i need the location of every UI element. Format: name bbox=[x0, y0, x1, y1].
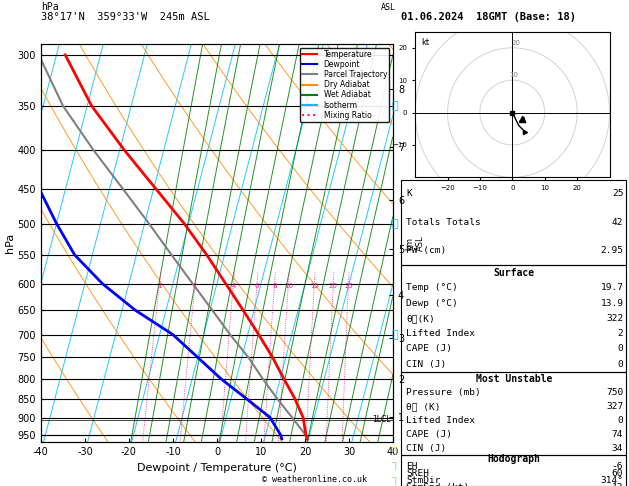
Text: θᴇ(K): θᴇ(K) bbox=[406, 314, 435, 323]
Text: θᴇ (K): θᴇ (K) bbox=[406, 402, 441, 411]
Text: Surface: Surface bbox=[493, 267, 535, 278]
Text: 10: 10 bbox=[509, 72, 518, 78]
Text: 314°: 314° bbox=[600, 476, 623, 485]
Text: 15: 15 bbox=[310, 282, 319, 289]
Text: 01.06.2024  18GMT (Base: 18): 01.06.2024 18GMT (Base: 18) bbox=[401, 12, 576, 22]
Text: 20: 20 bbox=[511, 39, 520, 46]
Text: km
ASL: km ASL bbox=[381, 0, 396, 12]
Text: PW (cm): PW (cm) bbox=[406, 246, 447, 255]
Text: -6: -6 bbox=[612, 462, 623, 470]
Text: ⪫: ⪫ bbox=[391, 330, 398, 340]
Text: 8: 8 bbox=[272, 282, 277, 289]
Text: CIN (J): CIN (J) bbox=[406, 444, 447, 453]
Text: hPa: hPa bbox=[41, 2, 58, 12]
Text: Lifted Index: Lifted Index bbox=[406, 416, 476, 425]
Text: ┐: ┐ bbox=[391, 471, 398, 485]
Text: 38°17'N  359°33'W  245m ASL: 38°17'N 359°33'W 245m ASL bbox=[41, 12, 209, 22]
Text: 13.9: 13.9 bbox=[600, 298, 623, 308]
Text: 25: 25 bbox=[344, 282, 353, 289]
Text: ┐: ┐ bbox=[391, 457, 398, 470]
Text: 60: 60 bbox=[612, 469, 623, 478]
Text: 322: 322 bbox=[606, 314, 623, 323]
Text: 327: 327 bbox=[606, 402, 623, 411]
Text: 34: 34 bbox=[612, 444, 623, 453]
Text: 13: 13 bbox=[612, 483, 623, 486]
Legend: Temperature, Dewpoint, Parcel Trajectory, Dry Adiabat, Wet Adiabat, Isotherm, Mi: Temperature, Dewpoint, Parcel Trajectory… bbox=[300, 48, 389, 122]
Text: © weatheronline.co.uk: © weatheronline.co.uk bbox=[262, 474, 367, 484]
Y-axis label: km
ASL: km ASL bbox=[406, 235, 425, 251]
Text: Totals Totals: Totals Totals bbox=[406, 218, 481, 227]
Text: ⪫: ⪫ bbox=[391, 219, 398, 228]
Text: Pressure (mb): Pressure (mb) bbox=[406, 388, 481, 397]
Text: ⪫: ⪫ bbox=[391, 101, 398, 111]
Text: 42: 42 bbox=[612, 218, 623, 227]
Text: 20: 20 bbox=[329, 282, 338, 289]
Text: K: K bbox=[406, 190, 412, 198]
Y-axis label: hPa: hPa bbox=[4, 233, 14, 253]
X-axis label: Dewpoint / Temperature (°C): Dewpoint / Temperature (°C) bbox=[137, 463, 297, 473]
Text: CIN (J): CIN (J) bbox=[406, 360, 447, 369]
Text: 19.7: 19.7 bbox=[600, 283, 623, 292]
Text: 6: 6 bbox=[255, 282, 259, 289]
Text: ┐: ┐ bbox=[391, 442, 398, 455]
Text: 1LCL: 1LCL bbox=[372, 415, 391, 424]
Text: SREH: SREH bbox=[406, 469, 430, 478]
Text: StmDir: StmDir bbox=[406, 476, 441, 485]
Text: 2: 2 bbox=[618, 329, 623, 338]
Text: 0: 0 bbox=[618, 416, 623, 425]
Text: Most Unstable: Most Unstable bbox=[476, 374, 552, 384]
Text: 2: 2 bbox=[193, 282, 198, 289]
Text: Dewp (°C): Dewp (°C) bbox=[406, 298, 458, 308]
Text: 74: 74 bbox=[612, 430, 623, 439]
Text: CAPE (J): CAPE (J) bbox=[406, 345, 452, 353]
Text: Lifted Index: Lifted Index bbox=[406, 329, 476, 338]
Text: kt: kt bbox=[421, 38, 430, 47]
Text: 2.95: 2.95 bbox=[600, 246, 623, 255]
Text: Temp (°C): Temp (°C) bbox=[406, 283, 458, 292]
Text: 10: 10 bbox=[284, 282, 293, 289]
Text: Hodograph: Hodograph bbox=[487, 454, 540, 464]
Text: 0: 0 bbox=[618, 345, 623, 353]
Text: EH: EH bbox=[406, 462, 418, 470]
Text: 1: 1 bbox=[157, 282, 162, 289]
Text: StmSpd (kt): StmSpd (kt) bbox=[406, 483, 470, 486]
Text: 0: 0 bbox=[618, 360, 623, 369]
Text: 25: 25 bbox=[612, 190, 623, 198]
Text: CAPE (J): CAPE (J) bbox=[406, 430, 452, 439]
Text: 4: 4 bbox=[231, 282, 236, 289]
Text: 750: 750 bbox=[606, 388, 623, 397]
